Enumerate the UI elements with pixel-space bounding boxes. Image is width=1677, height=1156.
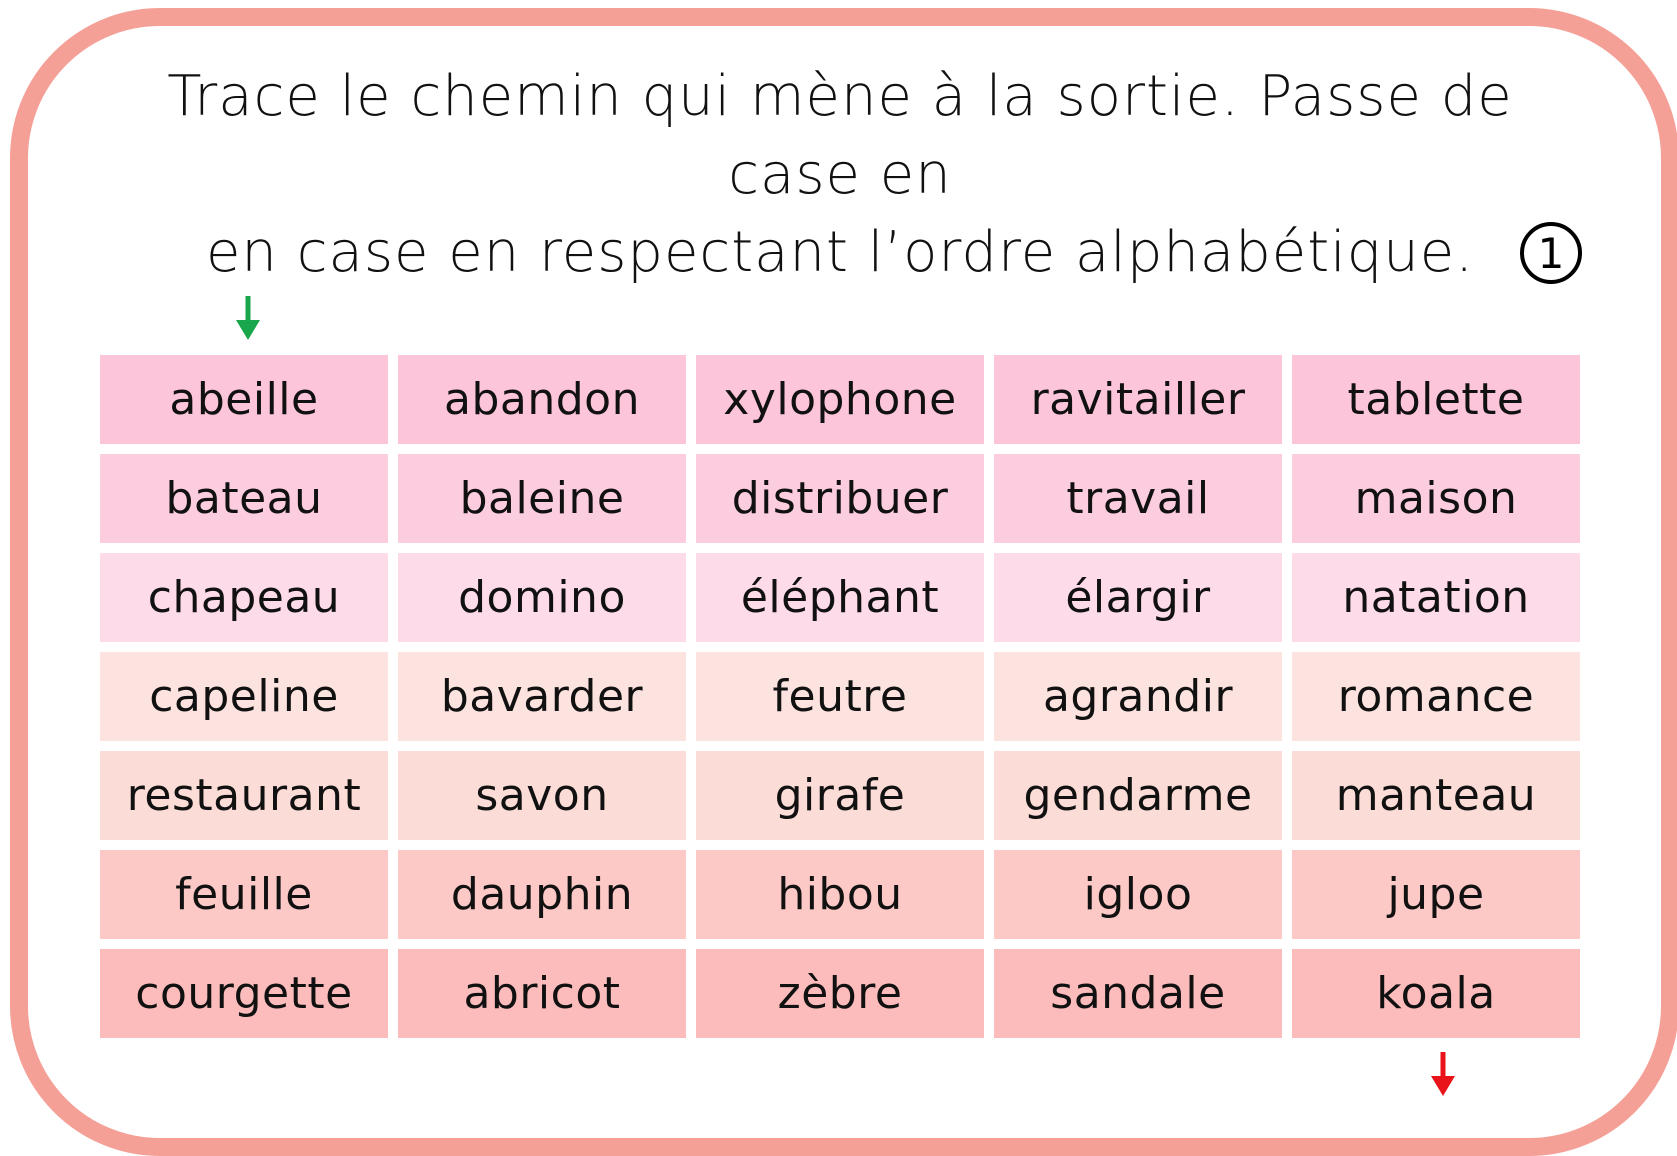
maze-cell[interactable]: manteau bbox=[1292, 751, 1580, 840]
maze-cell[interactable]: feuille bbox=[100, 850, 388, 939]
maze-cell[interactable]: tablette bbox=[1292, 355, 1580, 444]
maze-cell[interactable]: dauphin bbox=[398, 850, 686, 939]
maze-cell[interactable]: restaurant bbox=[100, 751, 388, 840]
maze-cell[interactable]: agrandir bbox=[994, 652, 1282, 741]
maze-cell[interactable]: feutre bbox=[696, 652, 984, 741]
maze-cell[interactable]: abeille bbox=[100, 355, 388, 444]
maze-cell[interactable]: chapeau bbox=[100, 553, 388, 642]
maze-cell[interactable]: éléphant bbox=[696, 553, 984, 642]
maze-cell[interactable]: abricot bbox=[398, 949, 686, 1038]
maze-cell[interactable]: gendarme bbox=[994, 751, 1282, 840]
maze-cell[interactable]: zèbre bbox=[696, 949, 984, 1038]
maze-cell[interactable]: girafe bbox=[696, 751, 984, 840]
maze-cell[interactable]: abandon bbox=[398, 355, 686, 444]
maze-cell[interactable]: savon bbox=[398, 751, 686, 840]
maze-cell[interactable]: courgette bbox=[100, 949, 388, 1038]
exit-arrow-icon bbox=[1431, 1052, 1455, 1096]
maze-cell[interactable]: sandale bbox=[994, 949, 1282, 1038]
maze-cell[interactable]: distribuer bbox=[696, 454, 984, 543]
maze-cell[interactable]: capeline bbox=[100, 652, 388, 741]
maze-cell[interactable]: xylophone bbox=[696, 355, 984, 444]
maze-cell[interactable]: jupe bbox=[1292, 850, 1580, 939]
maze-cell[interactable]: ravitailler bbox=[994, 355, 1282, 444]
maze-cell[interactable]: bavarder bbox=[398, 652, 686, 741]
maze-cell[interactable]: romance bbox=[1292, 652, 1580, 741]
maze-cell[interactable]: bateau bbox=[100, 454, 388, 543]
maze-cell[interactable]: natation bbox=[1292, 553, 1580, 642]
maze-cell[interactable]: maison bbox=[1292, 454, 1580, 543]
exercise-number-badge: 1 bbox=[1520, 222, 1582, 284]
instructions-text: Trace le chemin qui mène à la sortie. Pa… bbox=[167, 64, 1513, 285]
start-arrow-icon bbox=[236, 296, 260, 340]
exercise-number: 1 bbox=[1537, 228, 1565, 278]
word-maze-grid: abeille abandon xylophone ravitailler tablet… bbox=[100, 355, 1582, 1038]
maze-cell[interactable]: élargir bbox=[994, 553, 1282, 642]
maze-cell[interactable]: domino bbox=[398, 553, 686, 642]
maze-cell[interactable]: baleine bbox=[398, 454, 686, 543]
maze-cell[interactable]: hibou bbox=[696, 850, 984, 939]
maze-cell[interactable]: travail bbox=[994, 454, 1282, 543]
maze-cell[interactable]: igloo bbox=[994, 850, 1282, 939]
maze-cell[interactable]: koala bbox=[1292, 949, 1580, 1038]
